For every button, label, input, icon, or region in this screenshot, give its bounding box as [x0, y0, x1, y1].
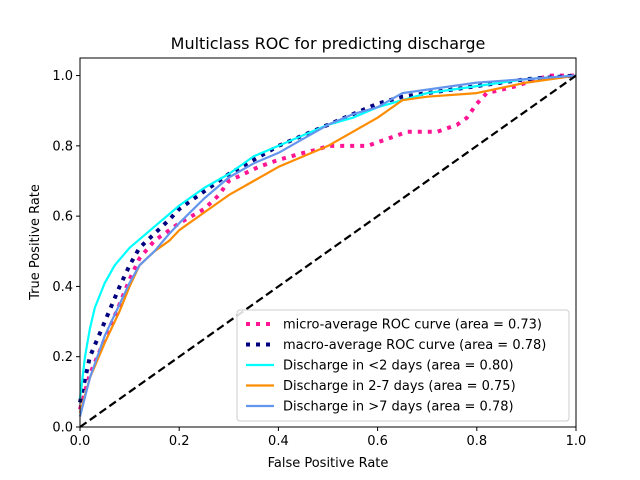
series-discharge-in-2-7-days — [78, 74, 577, 414]
chance-diagonal — [79, 74, 577, 428]
y-tick-label: 0.8 — [52, 139, 73, 154]
legend-label: Discharge in >7 days (area = 0.78) — [283, 400, 514, 415]
y-tick-label: 0.2 — [52, 350, 73, 365]
series-micro-average-roc-curve — [78, 73, 576, 410]
legend-label: macro-average ROC curve (area = 0.78) — [283, 338, 546, 353]
y-tick-label: 1.0 — [52, 69, 73, 84]
x-tick-label: 0.2 — [169, 434, 190, 449]
x-axis-label: False Positive Rate — [268, 456, 389, 471]
chart-title: Multiclass ROC for predicting discharge — [171, 34, 486, 53]
plot-frame — [79, 57, 577, 428]
series-discharge-in-7-days — [78, 74, 577, 417]
y-tick-label: 0.0 — [52, 421, 73, 436]
legend-label: Discharge in <2 days (area = 0.80) — [283, 359, 514, 374]
legend-box — [236, 309, 570, 422]
x-axis: 0.0 0.2 0.4 0.6 0.8 1.0 — [70, 427, 587, 449]
x-tick-label: 0.0 — [70, 434, 91, 449]
legend-label: micro-average ROC curve (area = 0.73) — [283, 318, 542, 333]
y-axis-label: True Positive Rate — [28, 184, 43, 301]
y-tick-label: 0.6 — [52, 210, 73, 225]
x-tick-label: 0.4 — [268, 434, 289, 449]
series-layer — [78, 73, 577, 428]
y-axis: 0.0 0.2 0.4 0.6 0.8 1.0 — [52, 69, 80, 436]
x-tick-label: 0.8 — [466, 434, 487, 449]
series-discharge-in-2-days — [78, 74, 577, 400]
y-tick-label: 0.4 — [52, 280, 73, 295]
legend-label: Discharge in 2-7 days (area = 0.75) — [283, 379, 516, 394]
x-tick-label: 1.0 — [566, 434, 587, 449]
legend: micro-average ROC curve (area = 0.73) mac… — [236, 309, 570, 422]
x-tick-label: 0.6 — [367, 434, 388, 449]
